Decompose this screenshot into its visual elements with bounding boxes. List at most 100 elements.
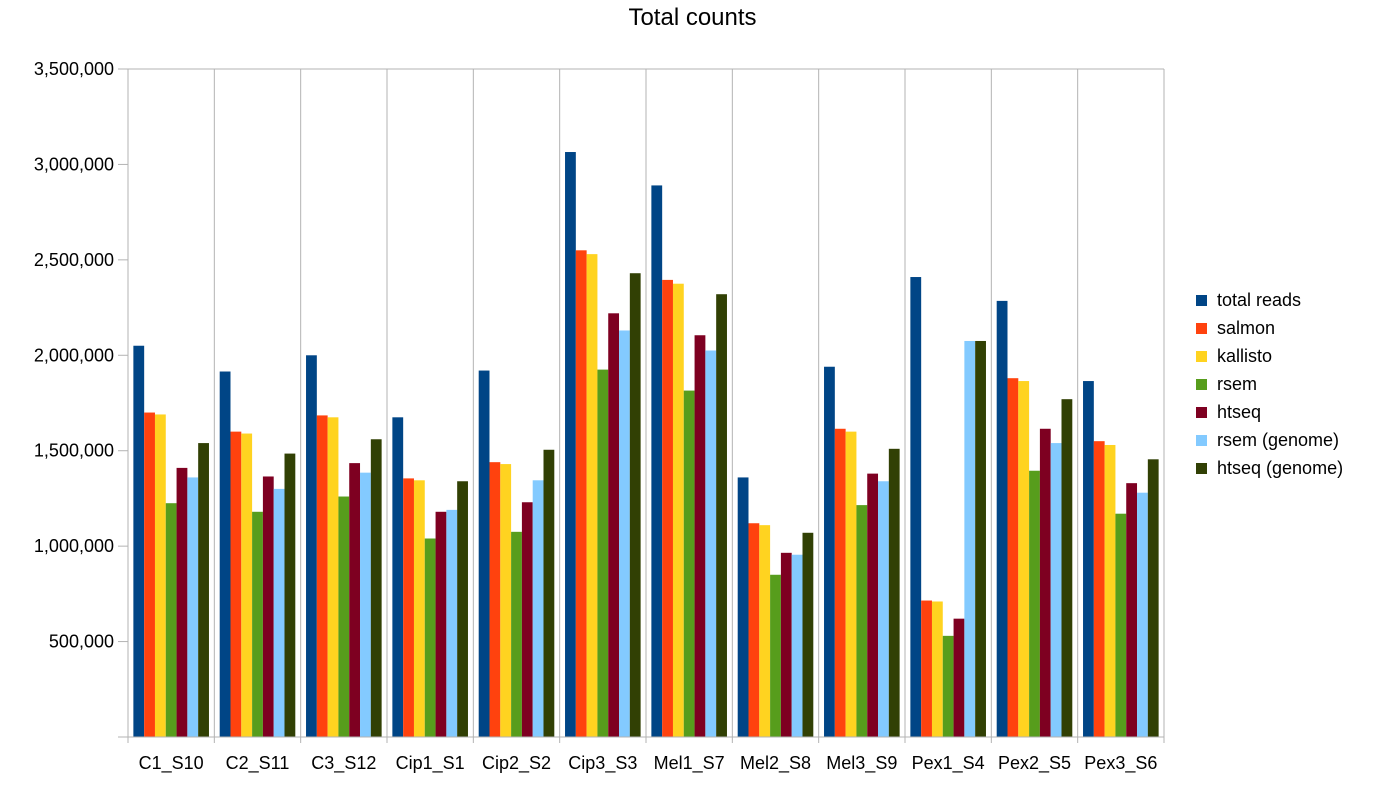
bar	[834, 428, 846, 737]
bar	[219, 371, 231, 737]
bar	[349, 463, 361, 737]
y-tick-label: 3,000,000	[34, 154, 114, 174]
axes-layer	[118, 68, 1165, 743]
legend-label: htseq (genome)	[1217, 457, 1344, 478]
y-tick-label: 1,500,000	[34, 441, 114, 461]
bar	[737, 477, 749, 737]
bar	[1126, 483, 1138, 737]
bar	[942, 635, 954, 737]
legend-swatch	[1196, 350, 1207, 362]
legend-item: total reads	[1196, 286, 1343, 314]
x-tick-label: Mel3_S9	[826, 753, 897, 774]
bar	[575, 250, 587, 737]
legend-swatch	[1196, 322, 1207, 334]
bar	[165, 503, 177, 737]
chart-title: Total counts	[628, 4, 757, 31]
x-tick-label: Pex1_S4	[912, 753, 985, 774]
bar	[824, 366, 835, 737]
bar	[532, 480, 544, 737]
bar	[1007, 378, 1019, 737]
bar	[511, 531, 522, 737]
legend-swatch	[1196, 294, 1207, 306]
x-tick-label: Mel1_S7	[654, 753, 725, 774]
bar	[1115, 513, 1127, 737]
legend-swatch	[1196, 462, 1207, 474]
bar	[489, 462, 501, 737]
legend-swatch	[1196, 378, 1207, 390]
y-tick-label: 2,500,000	[34, 250, 114, 270]
bar	[921, 600, 932, 737]
bar	[651, 185, 663, 738]
bar	[424, 538, 436, 737]
bar	[198, 443, 209, 737]
bars-layer	[133, 152, 1159, 738]
bar	[1039, 428, 1051, 737]
bar	[187, 477, 199, 737]
bar	[370, 439, 382, 737]
x-tick-label: Pex2_S5	[998, 753, 1071, 774]
bar	[457, 481, 468, 737]
bar	[964, 340, 976, 737]
bar	[1104, 444, 1116, 737]
bar	[284, 453, 296, 737]
y-tick-label: 1,000,000	[34, 536, 114, 556]
x-tick-label: C1_S10	[139, 753, 204, 774]
bar	[392, 417, 404, 737]
bar	[1147, 459, 1159, 737]
bar	[500, 464, 512, 737]
bar	[716, 294, 727, 737]
bar	[1137, 492, 1148, 737]
bar	[478, 370, 490, 737]
y-tick-label: 3,500,000	[34, 59, 114, 79]
bar	[230, 431, 242, 737]
bar	[403, 478, 414, 737]
bar	[705, 350, 717, 737]
bar	[953, 618, 965, 737]
bar	[1018, 381, 1030, 737]
legend-item: htseq (genome)	[1196, 454, 1343, 482]
legend-item: rsem (genome)	[1196, 426, 1343, 454]
bar	[241, 433, 253, 737]
bar	[1093, 441, 1105, 737]
bar	[413, 480, 425, 737]
bar	[662, 279, 673, 737]
bar	[931, 601, 943, 737]
bar	[683, 390, 695, 737]
bar	[154, 414, 166, 737]
bar	[1061, 399, 1073, 737]
grid-layer	[127, 68, 1165, 737]
x-tick-label: C2_S11	[226, 753, 290, 774]
legend-swatch	[1196, 434, 1207, 446]
legend-swatch	[1196, 406, 1207, 418]
bar	[694, 335, 706, 737]
x-tick-label: Cip1_S1	[396, 753, 465, 774]
y-tick-label: 500,000	[49, 632, 114, 652]
bar	[543, 449, 555, 737]
bar	[867, 473, 879, 737]
bar	[133, 345, 145, 737]
legend-item: salmon	[1196, 314, 1343, 342]
bar	[759, 525, 771, 737]
bar	[629, 273, 641, 737]
legend-label: rsem (genome)	[1217, 429, 1340, 450]
bar	[435, 511, 447, 737]
bar	[1083, 381, 1094, 737]
bar	[360, 472, 371, 737]
bar	[780, 552, 792, 737]
x-tick-label: C3_S12	[311, 753, 376, 774]
legend-label: kallisto	[1217, 345, 1273, 366]
bar	[878, 481, 889, 737]
y-tick-label: 2,000,000	[34, 345, 114, 365]
bar	[619, 330, 630, 737]
bar	[996, 300, 1008, 737]
legend: total reads salmon kallisto rsem htseq rsem (…	[1196, 286, 1343, 482]
bar	[316, 415, 328, 737]
bar	[1029, 470, 1040, 737]
bar	[586, 254, 598, 737]
bar	[176, 467, 188, 737]
bar	[565, 152, 576, 737]
legend-item: kallisto	[1196, 342, 1343, 370]
x-tick-label: Cip2_S2	[482, 753, 551, 774]
x-tick-label: Pex3_S6	[1084, 753, 1157, 774]
bar	[338, 496, 350, 737]
